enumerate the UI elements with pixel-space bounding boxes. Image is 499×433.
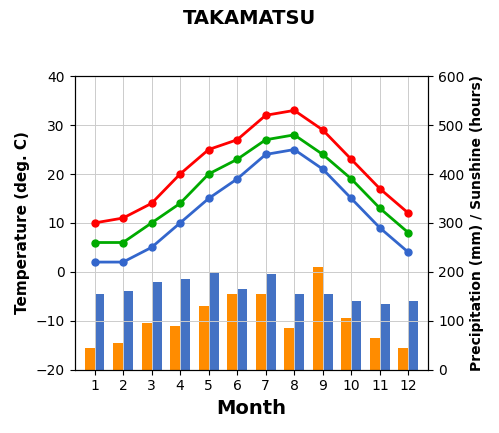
Bar	[170, 326, 180, 370]
Bar	[94, 294, 104, 370]
Y-axis label: Precipitation (mm) / Sunshine (hours): Precipitation (mm) / Sunshine (hours)	[470, 75, 484, 371]
X-axis label: Month: Month	[217, 399, 286, 418]
Bar	[255, 294, 265, 370]
Bar	[380, 304, 390, 370]
Bar	[398, 348, 408, 370]
Bar	[142, 323, 152, 370]
Text: TAKAMATSU: TAKAMATSU	[183, 9, 316, 28]
Bar	[227, 294, 237, 370]
Bar	[313, 267, 323, 370]
Bar	[351, 301, 361, 370]
Bar	[370, 338, 380, 370]
Bar	[237, 289, 247, 370]
Bar	[294, 294, 304, 370]
Bar	[341, 318, 351, 370]
Y-axis label: Temperature (deg. C): Temperature (deg. C)	[15, 132, 30, 314]
Bar	[152, 281, 162, 370]
Bar	[265, 275, 275, 370]
Bar	[408, 301, 418, 370]
Bar	[123, 291, 133, 370]
Bar	[284, 328, 294, 370]
Bar	[180, 279, 190, 370]
Bar	[199, 306, 209, 370]
Bar	[113, 343, 123, 370]
Bar	[209, 272, 219, 370]
Bar	[84, 348, 94, 370]
Bar	[323, 294, 333, 370]
